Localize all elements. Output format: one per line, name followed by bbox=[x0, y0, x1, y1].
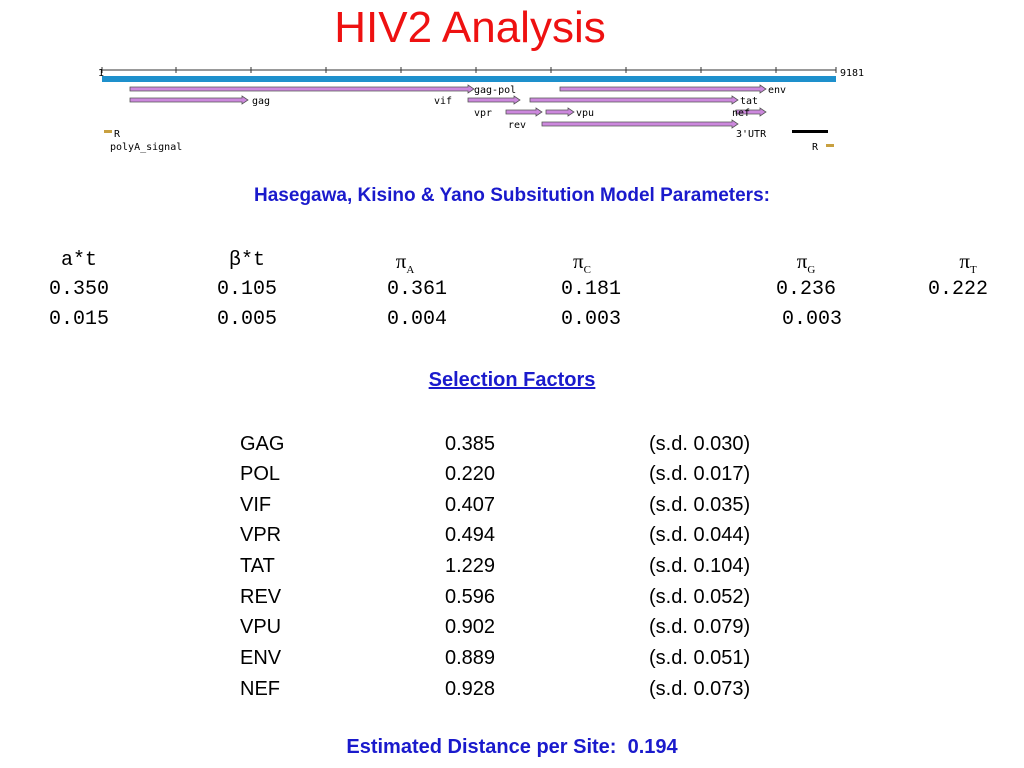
gene-label-rev: rev bbox=[508, 120, 526, 131]
selection-sd: (s.d. 0.073) bbox=[649, 678, 751, 700]
error-pi-c: 0.003 bbox=[560, 308, 622, 331]
model-heading: Hasegawa, Kisino & Yano Subsitution Mode… bbox=[254, 185, 770, 206]
gene-name: REV bbox=[240, 586, 282, 608]
gene-name: GAG bbox=[240, 433, 285, 455]
gene-arrow-vpu bbox=[545, 107, 575, 117]
selection-sd: (s.d. 0.052) bbox=[649, 586, 751, 608]
selection-sd: (s.d. 0.044) bbox=[649, 524, 751, 546]
error-pi-g: 0.003 bbox=[781, 308, 843, 331]
selection-value: 1.229 bbox=[445, 555, 496, 577]
selection-heading: Selection Factors bbox=[428, 369, 596, 391]
estimate-a-t: 0.350 bbox=[48, 278, 110, 301]
selection-sd: (s.d. 0.079) bbox=[649, 616, 751, 638]
header-a-t: a*t bbox=[60, 249, 98, 272]
selection-row: REV 0.596 (s.d. 0.052) bbox=[0, 582, 1024, 612]
error-a-t: 0.015 bbox=[48, 308, 110, 331]
selection-value: 0.220 bbox=[445, 463, 496, 485]
selection-sd: (s.d. 0.017) bbox=[649, 463, 751, 485]
selection-value: 0.889 bbox=[445, 647, 496, 669]
header-pi-g: πG bbox=[796, 249, 816, 277]
r-marker-right bbox=[826, 144, 834, 147]
selection-row: NEF 0.928 (s.d. 0.073) bbox=[0, 674, 1024, 704]
gene-arrow-vif bbox=[467, 95, 521, 105]
selection-row: ENV 0.889 (s.d. 0.051) bbox=[0, 643, 1024, 673]
selection-sd: (s.d. 0.035) bbox=[649, 494, 751, 516]
selection-value: 0.407 bbox=[445, 494, 496, 516]
page-title: HIV2 Analysis bbox=[334, 3, 606, 52]
genome-start-label: 1 bbox=[98, 68, 104, 79]
gene-label-vpr: vpr bbox=[474, 108, 492, 119]
gene-label-utr3: 3'UTR bbox=[736, 129, 767, 140]
estimate-pi-g: 0.236 bbox=[775, 278, 837, 301]
selection-row: TAT 1.229 (s.d. 0.104) bbox=[0, 551, 1024, 581]
gene-arrow-nef bbox=[735, 107, 767, 117]
selection-value: 0.902 bbox=[445, 616, 496, 638]
genome-bar bbox=[102, 76, 836, 82]
ruler-ticks bbox=[101, 67, 837, 73]
genome-map: 1 9181 gag-pol env gag vif tat vpr vpu n… bbox=[98, 67, 864, 153]
gene-arrow-env bbox=[559, 84, 767, 94]
gene-arrow-vpr bbox=[505, 107, 543, 117]
estimate-pi-c: 0.181 bbox=[560, 278, 622, 301]
r-marker-left bbox=[104, 130, 112, 133]
gene-name: VIF bbox=[240, 494, 272, 516]
gene-name: VPR bbox=[240, 524, 282, 546]
gene-name: ENV bbox=[240, 647, 282, 669]
selection-row: GAG 0.385 (s.d. 0.030) bbox=[0, 429, 1024, 459]
estimate-pi-t: 0.222 bbox=[927, 278, 989, 301]
param-estimate-row: 0.350 0.105 0.361 0.181 0.236 0.222 bbox=[0, 276, 1024, 304]
error-b-t: 0.005 bbox=[216, 308, 278, 331]
header-pi-c: πC bbox=[573, 249, 591, 277]
utr3-bar bbox=[792, 130, 828, 133]
gene-label-r-left: R bbox=[114, 129, 121, 140]
param-error-row: 0.015 0.005 0.004 0.003 0.003 bbox=[0, 306, 1024, 334]
gene-arrow-gag bbox=[129, 95, 249, 105]
selection-value: 0.385 bbox=[445, 433, 496, 455]
gene-label-gag: gag bbox=[252, 96, 270, 107]
gene-name: NEF bbox=[240, 678, 280, 700]
selection-value: 0.928 bbox=[445, 678, 496, 700]
gene-name: POL bbox=[240, 463, 281, 485]
estimate-pi-a: 0.361 bbox=[386, 278, 448, 301]
gene-label-vif: vif bbox=[434, 96, 452, 107]
selection-value: 0.596 bbox=[445, 586, 496, 608]
gene-label-env: env bbox=[768, 85, 786, 96]
selection-row: VPR 0.494 (s.d. 0.044) bbox=[0, 520, 1024, 550]
selection-row: VIF 0.407 (s.d. 0.035) bbox=[0, 490, 1024, 520]
selection-row: VPU 0.902 (s.d. 0.079) bbox=[0, 612, 1024, 642]
selection-value: 0.494 bbox=[445, 524, 496, 546]
header-b-t: β*t bbox=[228, 249, 266, 272]
gene-label-r-right: R bbox=[812, 142, 819, 153]
param-header-row: a*t β*t πA πC πG πT bbox=[0, 247, 1024, 276]
selection-sd: (s.d. 0.104) bbox=[649, 555, 751, 577]
gene-arrow-rev bbox=[541, 119, 739, 129]
gene-name: TAT bbox=[240, 555, 275, 577]
gene-arrow-gag-pol bbox=[129, 84, 475, 94]
gene-arrow-tat bbox=[529, 95, 739, 105]
genome-end-label: 9181 bbox=[840, 68, 864, 79]
gene-label-tat: tat bbox=[740, 96, 758, 107]
gene-name: VPU bbox=[240, 616, 282, 638]
gene-label-gag-pol: gag-pol bbox=[474, 85, 516, 96]
gene-label-nef: nef bbox=[732, 108, 750, 119]
error-pi-a: 0.004 bbox=[386, 308, 448, 331]
selection-sd: (s.d. 0.051) bbox=[649, 647, 751, 669]
selection-row: POL 0.220 (s.d. 0.017) bbox=[0, 459, 1024, 489]
header-pi-a: πA bbox=[395, 249, 415, 277]
gene-label-vpu: vpu bbox=[576, 108, 594, 119]
selection-sd: (s.d. 0.030) bbox=[649, 433, 751, 455]
estimate-b-t: 0.105 bbox=[216, 278, 278, 301]
header-pi-t: πT bbox=[959, 249, 977, 277]
gene-label-polya: polyA_signal bbox=[110, 142, 182, 153]
distance-summary: Estimated Distance per Site: 0.194 bbox=[346, 736, 678, 758]
